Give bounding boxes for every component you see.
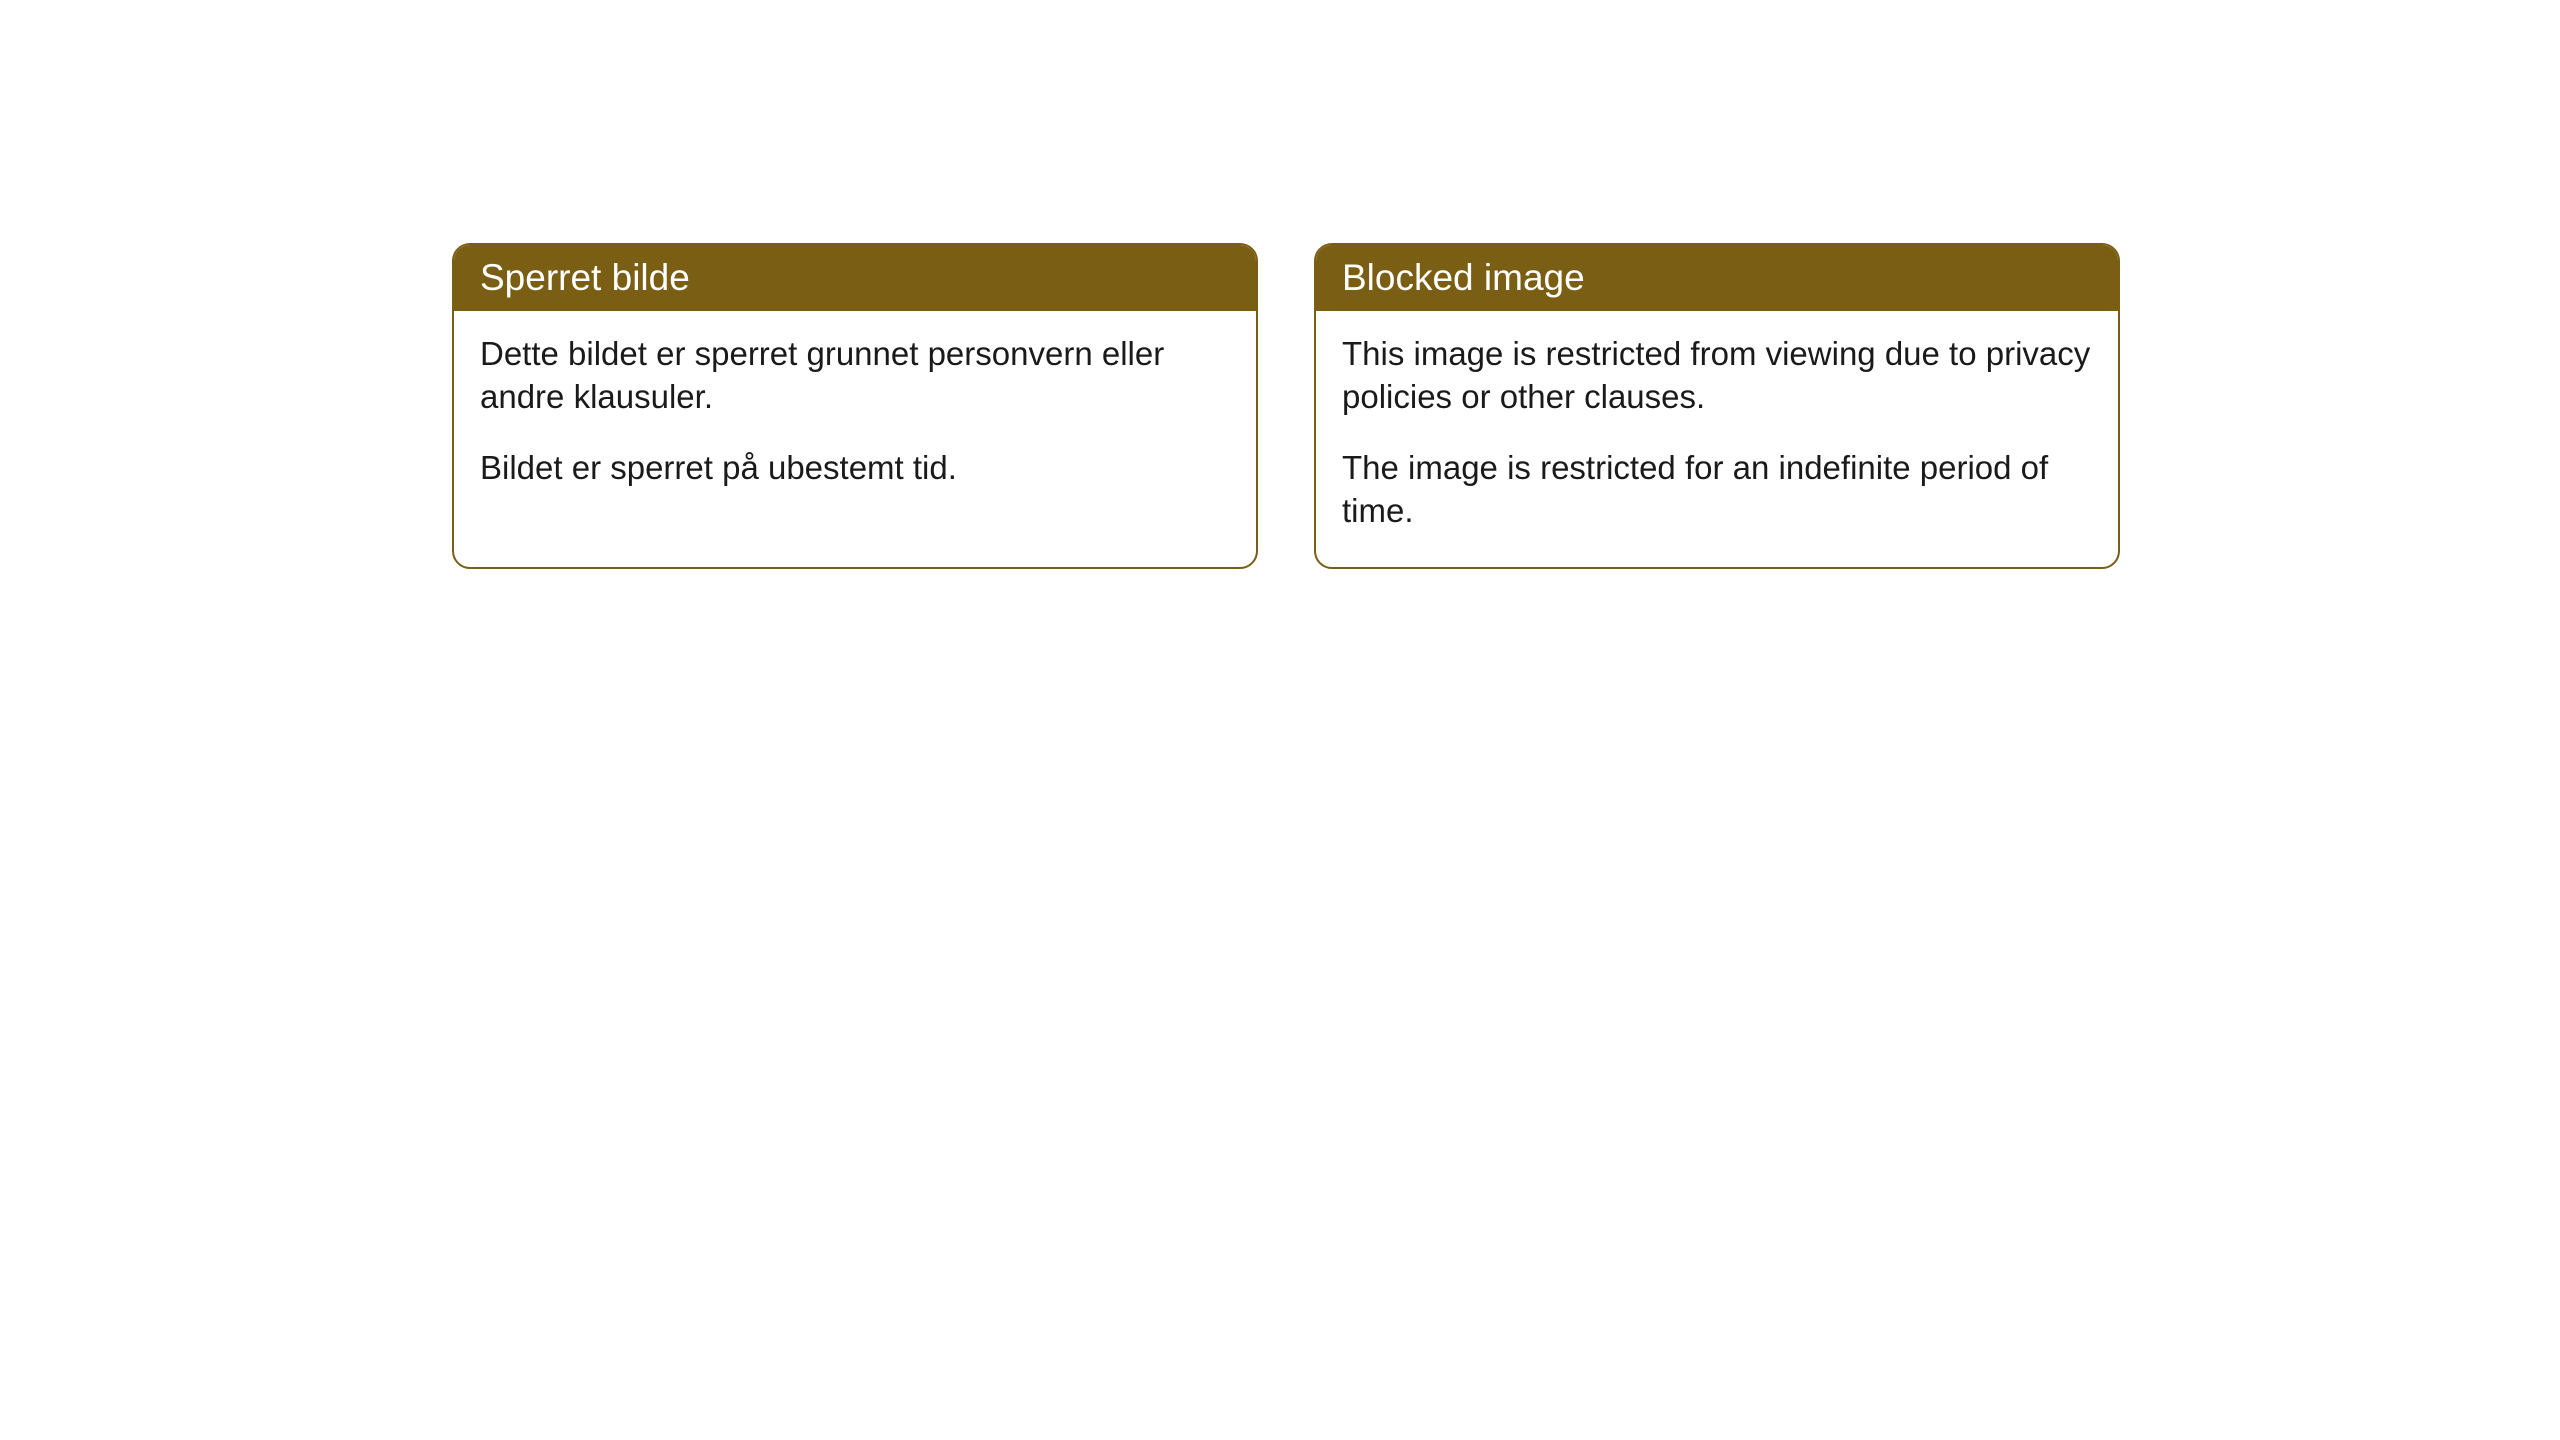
notice-body: This image is restricted from viewing du… (1316, 311, 2118, 567)
notice-body: Dette bildet er sperret grunnet personve… (454, 311, 1256, 524)
notice-title: Sperret bilde (480, 257, 690, 298)
notice-title: Blocked image (1342, 257, 1585, 298)
notice-card-english: Blocked image This image is restricted f… (1314, 243, 2120, 569)
notice-text-line1: Dette bildet er sperret grunnet personve… (480, 333, 1230, 419)
notice-text-line2: The image is restricted for an indefinit… (1342, 447, 2092, 533)
notice-text-line2: Bildet er sperret på ubestemt tid. (480, 447, 1230, 490)
notice-card-norwegian: Sperret bilde Dette bildet er sperret gr… (452, 243, 1258, 569)
notice-header: Sperret bilde (454, 245, 1256, 311)
notice-container: Sperret bilde Dette bildet er sperret gr… (452, 243, 2120, 569)
notice-header: Blocked image (1316, 245, 2118, 311)
notice-text-line1: This image is restricted from viewing du… (1342, 333, 2092, 419)
